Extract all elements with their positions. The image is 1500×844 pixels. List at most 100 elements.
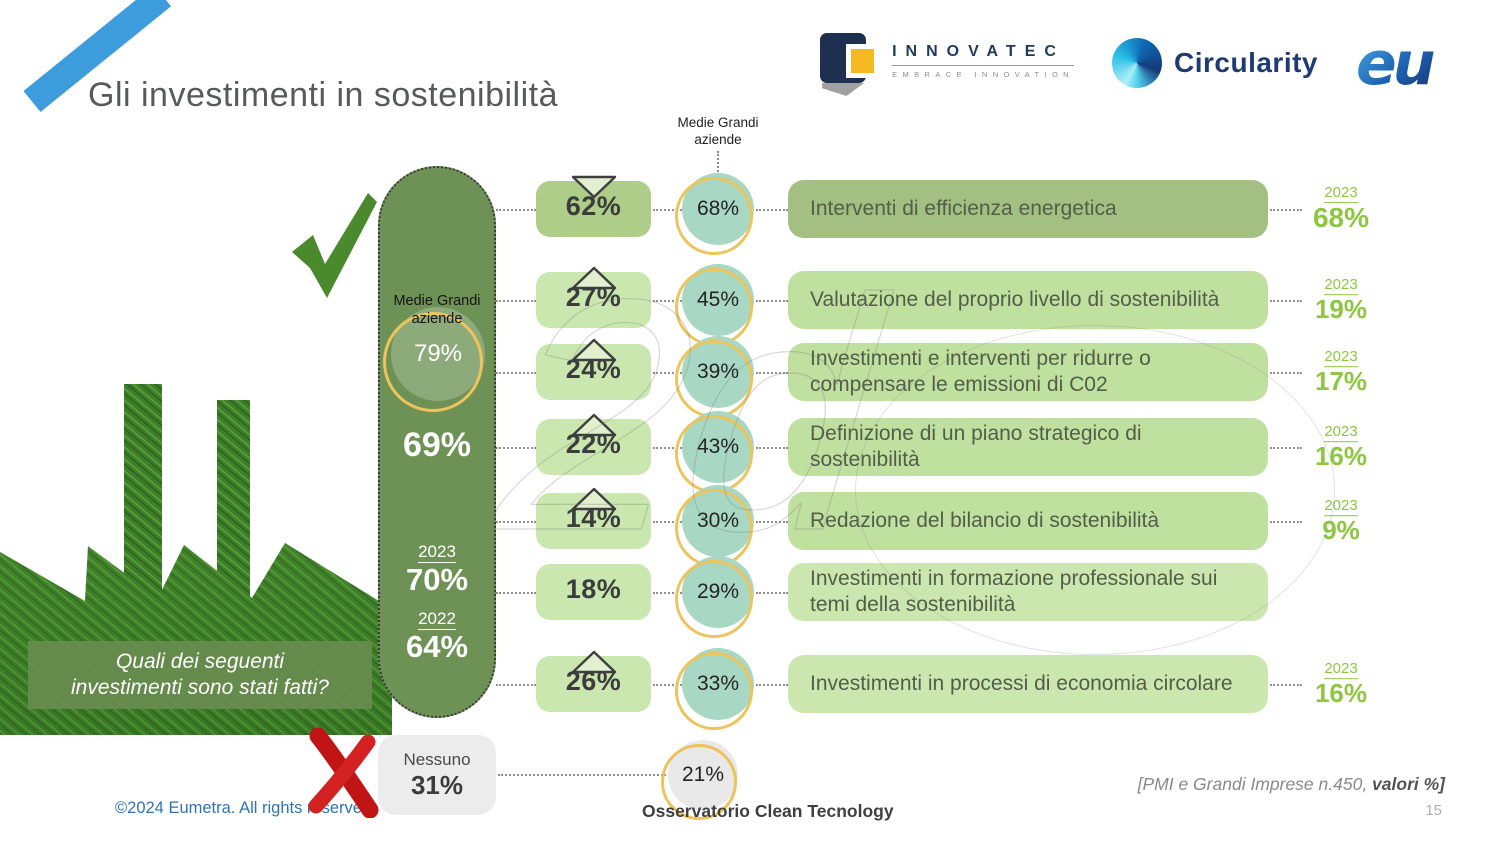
medie-grandi-circle: 68% xyxy=(675,173,754,255)
medie-grandi-circle: 45% xyxy=(675,264,754,346)
medie-grandi-value: 30% xyxy=(696,509,740,532)
connector-line xyxy=(653,684,682,686)
chart-row-bilancio-sostenibilita: 14% 30% Redazione del bilancio di sosten… xyxy=(0,485,1500,567)
prev-year-value: 16% xyxy=(1314,441,1368,472)
circularity-icon xyxy=(1112,38,1162,88)
category-label: Investimenti in formazione professionale… xyxy=(810,567,1218,616)
chart-row-piano-strategico: 22% 43% Definizione di un piano strategi… xyxy=(0,411,1500,493)
prev-year-label: 2023 xyxy=(1324,184,1358,204)
medie-grandi-circle: 30% xyxy=(675,485,754,567)
prev-year-value: 68% xyxy=(1312,202,1370,234)
connector-line xyxy=(756,592,788,594)
page-title: Gli investimenti in sostenibilità xyxy=(88,76,559,114)
prev-year-value: 9% xyxy=(1322,515,1360,546)
total-value-box: 26% xyxy=(536,650,651,712)
prev-year-value: 17% xyxy=(1314,366,1368,397)
connector-line xyxy=(756,209,788,211)
circularity-logo: Circularity xyxy=(1112,38,1318,88)
trend-triangle-icon xyxy=(570,412,618,438)
medie-grandi-circle: 43% xyxy=(675,411,754,493)
chart-row-valutazione-livello: 27% 45% Valutazione del proprio livello … xyxy=(0,264,1500,346)
connector-line xyxy=(1270,684,1302,686)
category-label: Valutazione del proprio livello di soste… xyxy=(810,288,1220,312)
summary-pill: Medie Grandi aziende 79% 69% 2023 70% 20… xyxy=(378,166,496,718)
none-medie-grandi-circle: 21% xyxy=(661,740,738,820)
category-bar: Interventi di efficienza energetica xyxy=(788,180,1268,238)
innovatec-name: INNOVATEC xyxy=(892,43,1065,60)
total-value-box: 18% xyxy=(536,564,651,620)
connector-line xyxy=(756,372,788,374)
none-value: 31% xyxy=(410,769,464,800)
prev-year-label: 2023 xyxy=(1324,660,1358,680)
category-label: Redazione del bilancio di sostenibilità xyxy=(810,509,1160,533)
prev-year-value-block: 2023 19% xyxy=(1302,276,1380,324)
connector-line xyxy=(496,300,536,302)
connector-line xyxy=(653,521,682,523)
summary-circle: 79% xyxy=(383,307,485,412)
connector-line xyxy=(1270,521,1302,523)
prev-year-label: 2023 xyxy=(1324,348,1358,368)
summary-total-value: 69% xyxy=(402,426,472,464)
connector-line xyxy=(756,300,788,302)
prev-year-label: 2023 xyxy=(1324,276,1358,296)
prev-year-label: 2023 xyxy=(1324,423,1358,443)
total-value-box: 22% xyxy=(536,413,651,475)
total-value: 22% xyxy=(565,429,622,459)
connector-line xyxy=(496,684,536,686)
trend-triangle-icon xyxy=(570,265,618,291)
category-label: Investimenti e interventi per ridurre o … xyxy=(810,347,1151,396)
innovatec-icon xyxy=(820,31,878,96)
connector-line xyxy=(1270,300,1302,302)
eu-logo: eu xyxy=(1356,30,1438,96)
connector-line xyxy=(496,447,536,449)
connector-line xyxy=(653,447,682,449)
category-label: Investimenti in processi di economia cir… xyxy=(810,672,1233,696)
summary-year-2022-label: 2022 xyxy=(418,609,456,630)
none-label: Nessuno xyxy=(403,749,471,769)
connector-line xyxy=(496,592,536,594)
innovatec-wordmark: INNOVATEC EMBRACE INNOVATION xyxy=(892,31,1074,79)
total-value-box: 14% xyxy=(536,487,651,549)
category-label: Definizione di un piano strategico di so… xyxy=(810,422,1142,471)
connector-line xyxy=(496,521,536,523)
medie-grandi-circle: 39% xyxy=(675,336,754,418)
logo-bar: INNOVATEC EMBRACE INNOVATION Circularity… xyxy=(820,30,1452,96)
category-bar: Redazione del bilancio di sostenibilità xyxy=(788,492,1268,550)
total-value-box: 27% xyxy=(536,266,651,328)
innovatec-logo: INNOVATEC EMBRACE INNOVATION xyxy=(820,31,1074,96)
connector-line xyxy=(653,592,682,594)
category-bar: Valutazione del proprio livello di soste… xyxy=(788,271,1268,329)
connector-line xyxy=(756,447,788,449)
none-medie-grandi-value: 21% xyxy=(681,763,725,786)
eu-logo-text: eu xyxy=(1356,30,1434,96)
total-value-box: 62% xyxy=(536,175,651,237)
trend-triangle-icon xyxy=(570,174,618,200)
circularity-name: Circularity xyxy=(1174,47,1318,78)
category-bar: Definizione di un piano strategico di so… xyxy=(788,418,1268,476)
connector-line xyxy=(1270,372,1302,374)
medie-grandi-value: 43% xyxy=(696,435,740,458)
sample-note-bold: valori %] xyxy=(1372,774,1445,794)
chart-row-efficienza-energetica: 62% 68% Interventi di efficienza energet… xyxy=(0,173,1500,255)
check-icon xyxy=(292,193,377,298)
connector-line xyxy=(653,300,682,302)
innovatec-tagline: EMBRACE INNOVATION xyxy=(892,65,1074,79)
connector-line xyxy=(756,521,788,523)
medie-grandi-circle: 29% xyxy=(675,556,754,638)
observatory-title: Osservatorio Clean Tecnology xyxy=(642,801,894,821)
prev-year-value-block: 2023 9% xyxy=(1302,497,1380,545)
medie-grandi-value: 39% xyxy=(696,360,740,383)
medie-grandi-value: 33% xyxy=(696,672,740,695)
summary-year-2022: 2022 xyxy=(380,609,494,630)
prev-year-label: 2023 xyxy=(1324,497,1358,517)
none-box: Nessuno 31% xyxy=(378,735,496,815)
total-value: 26% xyxy=(565,666,622,696)
prev-year-value-block: 2023 16% xyxy=(1302,660,1380,708)
connector-line xyxy=(496,372,536,374)
summary-year-2023: 2023 xyxy=(380,542,494,563)
summary-year-2023-value: 70% xyxy=(405,562,469,597)
chart-row-economia-circolare: 26% 33% Investimenti in processi di econ… xyxy=(0,648,1500,730)
category-bar: Investimenti in formazione professionale… xyxy=(788,563,1268,621)
summary-year-2022-value: 64% xyxy=(405,629,469,664)
